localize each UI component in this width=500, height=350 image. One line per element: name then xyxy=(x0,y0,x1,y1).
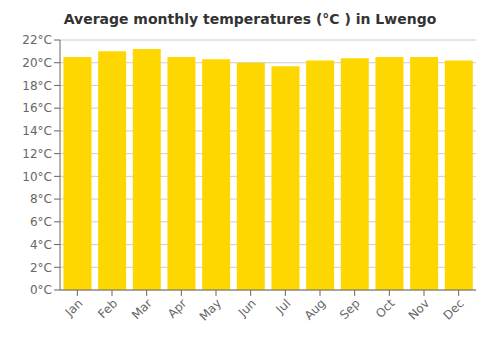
svg-text:Mar: Mar xyxy=(129,296,155,322)
svg-text:Dec: Dec xyxy=(440,296,466,322)
svg-text:2°C: 2°C xyxy=(30,261,52,275)
svg-text:Jul: Jul xyxy=(273,296,294,317)
svg-text:Feb: Feb xyxy=(95,296,120,321)
svg-text:Jan: Jan xyxy=(62,296,86,320)
html-text:Average monthly temperatures (: Average monthly temperatures (°C ) in Lw… xyxy=(63,11,437,27)
svg-text:16°C: 16°C xyxy=(22,101,52,115)
svg-text:Aug: Aug xyxy=(302,296,328,322)
svg-text:12°C: 12°C xyxy=(22,147,52,161)
svg-text:Jun: Jun xyxy=(235,296,259,320)
svg-text:10°C: 10°C xyxy=(22,170,52,184)
svg-text:4°C: 4°C xyxy=(30,238,52,252)
svg-text:8°C: 8°C xyxy=(30,192,52,206)
svg-text:20°C: 20°C xyxy=(22,56,52,70)
svg-text:Oct: Oct xyxy=(373,296,398,321)
svg-text:0°C: 0°C xyxy=(30,283,52,297)
svg-text:Apr: Apr xyxy=(165,296,190,321)
svg-text:18°C: 18°C xyxy=(22,79,52,93)
svg-text:Nov: Nov xyxy=(406,296,432,322)
svg-text:Sep: Sep xyxy=(337,296,363,322)
svg-text:May: May xyxy=(197,296,224,323)
svg-text:6°C: 6°C xyxy=(30,215,52,229)
svg-text:14°C: 14°C xyxy=(22,124,52,138)
svg-text:22°C: 22°C xyxy=(22,33,52,47)
